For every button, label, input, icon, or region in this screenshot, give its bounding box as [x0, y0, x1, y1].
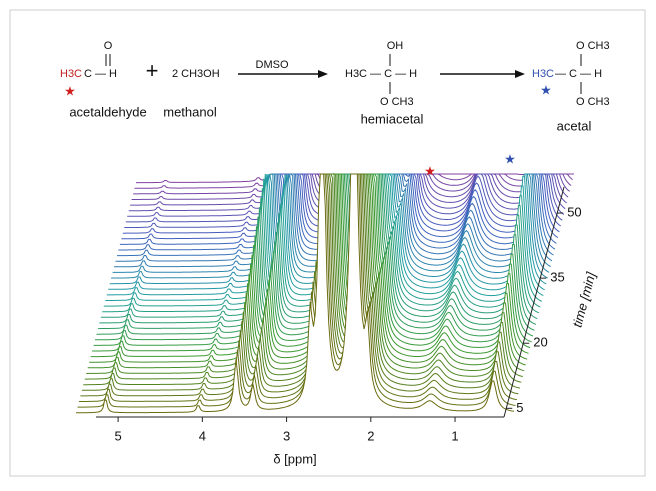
trace-fill [116, 174, 555, 258]
x-tick-label: 2 [367, 428, 374, 443]
z-tick-label: 20 [533, 335, 547, 350]
frame [9, 9, 646, 477]
z-tick-label: 5 [516, 400, 523, 415]
methoxy: O CH3 [576, 96, 610, 108]
star: ★ [540, 82, 552, 97]
x-tick-label: 5 [114, 428, 121, 443]
trace-fill [128, 174, 567, 214]
z-axis-label: time [min] [569, 270, 598, 329]
x-tick-label: 1 [451, 428, 458, 443]
trace [86, 173, 525, 374]
label: acetaldehyde [69, 104, 146, 119]
trace [84, 173, 523, 380]
label: hemiacetal [361, 111, 424, 126]
formula: H3C [532, 68, 554, 80]
trace [78, 173, 517, 402]
scheme: O H3C C — H ★ + 2 CH3OH acetaldehyde met… [60, 40, 610, 134]
trace [77, 173, 516, 408]
z-tick-label: 50 [567, 204, 581, 219]
plus: + [146, 58, 159, 83]
star: ★ [504, 151, 516, 166]
label: acetal [557, 118, 592, 133]
star: ★ [64, 83, 76, 98]
plot: 5 4 3 2 1 δ [ppm] 5 20 35 50 time [min] [76, 172, 599, 466]
trace [83, 173, 522, 386]
label: methanol [163, 104, 217, 119]
formula: C — H [84, 68, 117, 80]
x-tick-label: 3 [283, 428, 290, 443]
x-axis-label: δ [ppm] [273, 451, 316, 466]
trace [80, 173, 519, 397]
oxygen: O [104, 40, 113, 52]
formula: H3C — C — H [345, 68, 417, 80]
formula: H3C [60, 68, 82, 80]
hydroxyl: OH [387, 40, 404, 52]
z-axis [503, 186, 565, 418]
methoxy: O CH3 [380, 96, 414, 108]
z-tick-label: 35 [550, 270, 564, 285]
methoxy: O CH3 [576, 40, 610, 52]
formula: — C — H [555, 68, 602, 80]
trace [81, 173, 521, 391]
trace [76, 173, 515, 414]
condition: DMSO [256, 59, 289, 71]
formula: 2 CH3OH [172, 68, 220, 80]
x-tick-label: 4 [199, 428, 206, 443]
star: ★ [424, 163, 436, 178]
